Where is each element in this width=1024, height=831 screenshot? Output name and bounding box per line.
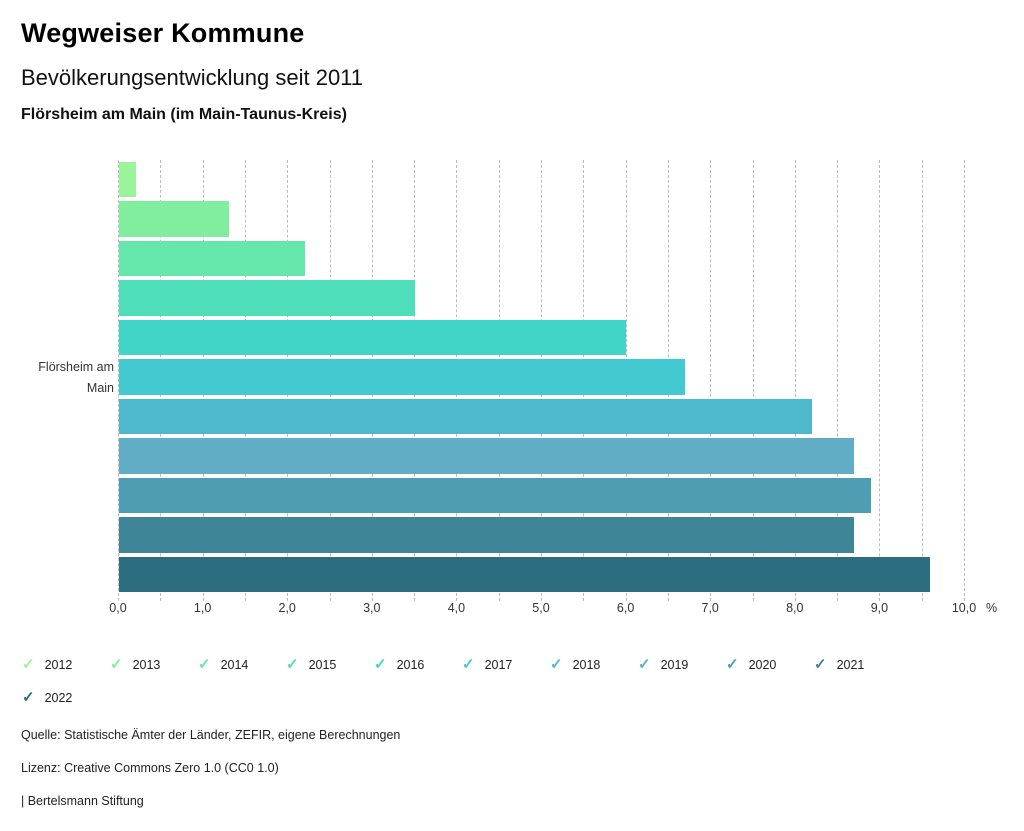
legend-year-label: 2018	[572, 658, 601, 672]
x-tick-label: 0,0	[109, 601, 127, 615]
x-tick-label: 4,0	[447, 601, 466, 615]
checkmark-icon: ✓	[22, 656, 35, 673]
checkmark-icon: ✓	[638, 656, 651, 673]
y-axis-group-label-line1: Flörsheim am	[38, 360, 114, 374]
x-tick-label: 10,0	[951, 601, 977, 615]
license-note: Lizenz: Creative Commons Zero 1.0 (CC0 1…	[21, 761, 279, 775]
chart-location-subtitle: Flörsheim am Main (im Main-Taunus-Kreis)	[21, 106, 347, 123]
gridline	[794, 160, 796, 601]
legend-item-2016[interactable]: ✓ 2016	[374, 656, 462, 674]
y-axis-group-label: Flörsheim am Main	[4, 357, 114, 399]
chart-header: Wegweiser Kommune Bevölkerungsentwicklun…	[21, 18, 1001, 124]
chart-title: Bevölkerungsentwicklung seit 2011	[21, 65, 364, 90]
legend-item-2013[interactable]: ✓ 2013	[110, 656, 198, 674]
x-tick-label: 9,0	[870, 601, 889, 615]
legend-year-label: 2020	[748, 658, 777, 672]
checkmark-icon: ✓	[198, 656, 211, 673]
legend-year-label: 2021	[836, 658, 865, 672]
bar-2022[interactable]	[119, 556, 931, 592]
x-tick-label: 8,0	[786, 601, 804, 615]
checkmark-icon: ✓	[462, 656, 475, 673]
legend-item-2012[interactable]: ✓ 2012	[22, 656, 110, 674]
bar-2014[interactable]	[119, 240, 305, 277]
bar-2021[interactable]	[119, 517, 855, 553]
legend-item-2015[interactable]: ✓ 2015	[286, 656, 374, 674]
checkmark-icon: ✓	[550, 656, 563, 673]
bar-2019[interactable]	[119, 438, 855, 474]
bar-2020[interactable]	[119, 477, 872, 514]
bar-2017[interactable]	[119, 359, 686, 395]
checkmark-icon: ✓	[726, 656, 739, 673]
footer: Quelle: Statistische Ämter der Länder, Z…	[21, 728, 400, 827]
x-tick-label: 2,0	[278, 601, 296, 615]
legend-item-2021[interactable]: ✓ 2021	[814, 656, 902, 674]
gridline	[837, 160, 839, 601]
x-axis: 0,0 1,0 2,0 3,0 4,0 5,0 6,0 7,0 8,0 9,0 10,0%	[109, 601, 1024, 619]
x-tick-label: 5,0	[532, 601, 550, 615]
bar-chart: Flörsheim am Main 0,0 1,0 2,0 3,0 4,0 5,0 6,0 7…	[4, 160, 1024, 619]
checkmark-icon: ✓	[286, 656, 299, 673]
legend: ✓ 2012 ✓ 2013 ✓ 2014 ✓ 2015 ✓ 2016 ✓ 2017 ✓ 2018 ✓ 2019…	[22, 656, 922, 707]
gridline	[710, 160, 712, 601]
bar-2018[interactable]	[119, 398, 812, 435]
legend-year-label: 2016	[396, 658, 425, 672]
y-axis-group-label-line2: Main	[86, 381, 114, 395]
x-tick-label: 3,0	[363, 601, 381, 615]
bar-2012[interactable]	[119, 161, 136, 198]
checkmark-icon: ✓	[814, 656, 827, 673]
gridline	[964, 160, 965, 601]
gridline	[921, 160, 923, 601]
x-tick-label: 1,0	[193, 601, 212, 615]
legend-year-label: 2022	[44, 691, 73, 705]
legend-year-label: 2017	[484, 658, 513, 672]
x-tick-label: 6,0	[616, 601, 635, 615]
legend-item-2020[interactable]: ✓ 2020	[726, 656, 814, 674]
source-note: Quelle: Statistische Ämter der Länder, Z…	[21, 728, 401, 742]
bar-2016[interactable]	[119, 319, 626, 356]
legend-item-2022[interactable]: ✓ 2022	[22, 689, 110, 707]
legend-year-label: 2015	[308, 658, 337, 672]
attribution-note: | Bertelsmann Stiftung	[21, 794, 144, 808]
bar-2013[interactable]	[119, 201, 229, 237]
legend-item-2019[interactable]: ✓ 2019	[638, 656, 726, 674]
legend-year-label: 2013	[132, 658, 161, 672]
gridline	[118, 160, 119, 601]
legend-year-label: 2014	[220, 658, 249, 672]
x-tick-label: 7,0	[701, 601, 719, 615]
x-axis-unit-label: %	[986, 601, 998, 615]
gridline	[752, 160, 754, 601]
page-title: Wegweiser Kommune	[21, 18, 305, 48]
checkmark-icon: ✓	[110, 656, 123, 673]
legend-item-2014[interactable]: ✓ 2014	[198, 656, 286, 674]
plot-area	[118, 160, 965, 601]
gridline	[879, 160, 881, 601]
legend-item-2018[interactable]: ✓ 2018	[550, 656, 638, 674]
legend-item-2017[interactable]: ✓ 2017	[462, 656, 550, 674]
checkmark-icon: ✓	[22, 689, 35, 706]
legend-year-label: 2012	[44, 658, 73, 672]
checkmark-icon: ✓	[374, 656, 387, 673]
bars-container	[119, 160, 964, 594]
legend-year-label: 2019	[660, 658, 689, 672]
bar-2015[interactable]	[119, 280, 415, 316]
